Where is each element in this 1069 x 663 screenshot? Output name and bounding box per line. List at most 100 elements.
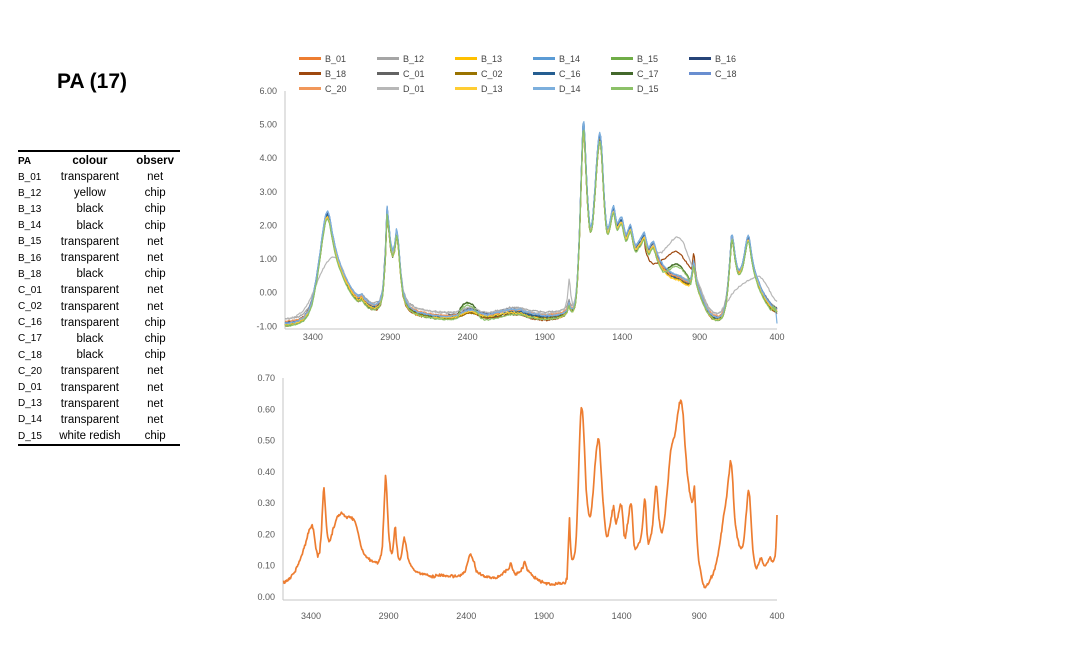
cell: black bbox=[76, 203, 104, 216]
legend-item: B_18 bbox=[299, 66, 377, 81]
legend-label: B_14 bbox=[559, 53, 581, 64]
cell: net bbox=[147, 365, 164, 378]
series-line-spectrum bbox=[282, 399, 778, 589]
cell: net bbox=[147, 235, 164, 248]
legend-item: C_16 bbox=[533, 66, 611, 81]
cell: transparent bbox=[60, 171, 119, 184]
row-label: C_02 bbox=[18, 301, 42, 313]
legend-swatch bbox=[533, 57, 555, 60]
legend-swatch bbox=[455, 72, 477, 75]
y-tick-label: 0.40 bbox=[257, 467, 275, 477]
legend-swatch bbox=[299, 72, 321, 75]
series-line-B_14 bbox=[284, 123, 778, 325]
table-row: C_17 black chip bbox=[18, 331, 180, 347]
row-label: C_18 bbox=[18, 349, 42, 361]
cell: chip bbox=[144, 332, 166, 345]
x-tick-label: 2400 bbox=[456, 611, 476, 621]
x-tick-label: 2400 bbox=[458, 332, 478, 342]
legend-swatch bbox=[689, 57, 711, 60]
legend-label: B_15 bbox=[637, 53, 659, 64]
legend-label: B_18 bbox=[325, 68, 347, 79]
table-row: C_02 transparent net bbox=[18, 299, 180, 315]
row-label: C_17 bbox=[18, 333, 42, 345]
cell: transparent bbox=[60, 252, 119, 265]
row-label: D_13 bbox=[18, 398, 42, 410]
cell: transparent bbox=[60, 316, 119, 329]
cell: chip bbox=[144, 268, 166, 281]
cell: chip bbox=[144, 349, 166, 362]
sample-table: PA colour observ B_01 transparent net B_12 yel… bbox=[18, 150, 180, 446]
column-header: PA bbox=[18, 155, 32, 167]
legend-label: C_01 bbox=[403, 68, 425, 79]
column-header: colour bbox=[72, 155, 108, 167]
row-label: B_18 bbox=[18, 268, 42, 280]
row-label: D_14 bbox=[18, 414, 42, 426]
table-row: B_12 yellow chip bbox=[18, 185, 180, 201]
cell: black bbox=[76, 268, 104, 281]
legend-item: B_15 bbox=[611, 51, 689, 66]
legend-label: B_12 bbox=[403, 53, 425, 64]
cell: transparent bbox=[60, 235, 119, 248]
y-tick-label: 0.60 bbox=[257, 404, 275, 414]
legend-swatch bbox=[611, 57, 633, 60]
table-row: B_16 transparent net bbox=[18, 250, 180, 266]
sample-table-body: B_01 transparent net B_12 yellow chip B_13 blac… bbox=[18, 169, 180, 446]
cell: chip bbox=[144, 316, 166, 329]
y-tick-label: 3.00 bbox=[259, 187, 277, 197]
legend-swatch bbox=[377, 72, 399, 75]
row-label: C_16 bbox=[18, 317, 42, 329]
row-label: D_01 bbox=[18, 382, 42, 394]
legend-swatch bbox=[611, 87, 633, 90]
legend-item: D_01 bbox=[377, 81, 455, 96]
cell: net bbox=[147, 284, 164, 297]
series-line-C_16 bbox=[284, 124, 778, 324]
cell: net bbox=[147, 300, 164, 313]
legend-swatch bbox=[299, 87, 321, 90]
legend-swatch bbox=[377, 57, 399, 60]
table-row: C_20 transparent net bbox=[18, 363, 180, 379]
row-label: B_15 bbox=[18, 236, 42, 248]
legend-label: C_18 bbox=[715, 68, 737, 79]
series-line-D_14 bbox=[284, 120, 778, 325]
y-tick-label: 0.00 bbox=[257, 592, 275, 602]
cell: net bbox=[147, 381, 164, 394]
table-row: B_15 transparent net bbox=[18, 234, 180, 250]
legend-item: B_01 bbox=[299, 51, 377, 66]
y-tick-label: 6.00 bbox=[259, 86, 277, 96]
cell: net bbox=[147, 413, 164, 426]
legend-item: B_14 bbox=[533, 51, 611, 66]
legend-item: D_15 bbox=[611, 81, 689, 96]
y-tick-label: 2.00 bbox=[259, 220, 277, 230]
cell: chip bbox=[144, 219, 166, 232]
legend-item: C_18 bbox=[689, 66, 767, 81]
cell: transparent bbox=[60, 413, 119, 426]
legend-label: C_16 bbox=[559, 68, 581, 79]
chart-legend: B_01 B_12 B_13 B_14 B_15 B_16 B_18 C_01 C_02 C_16… bbox=[299, 51, 779, 96]
legend-item: B_12 bbox=[377, 51, 455, 66]
legend-item: C_02 bbox=[455, 66, 533, 81]
y-tick-label: 0.70 bbox=[257, 373, 275, 383]
x-tick-label: 1900 bbox=[535, 332, 555, 342]
legend-swatch bbox=[689, 72, 711, 75]
row-label: D_15 bbox=[18, 430, 42, 442]
legend-item: B_13 bbox=[455, 51, 533, 66]
x-tick-label: 900 bbox=[692, 332, 707, 342]
y-tick-label: -1.00 bbox=[256, 321, 277, 331]
legend-label: B_01 bbox=[325, 53, 347, 64]
page-title: PA (17) bbox=[57, 70, 128, 93]
legend-label: C_20 bbox=[325, 83, 347, 94]
series-line-C_20 bbox=[284, 131, 778, 323]
row-label: B_12 bbox=[18, 187, 42, 199]
y-tick-label: 1.00 bbox=[259, 254, 277, 264]
cell: transparent bbox=[60, 284, 119, 297]
row-label: B_13 bbox=[18, 203, 42, 215]
cell: chip bbox=[144, 430, 166, 443]
y-tick-label: 4.00 bbox=[259, 153, 277, 163]
x-tick-label: 3400 bbox=[303, 332, 323, 342]
legend-item: D_14 bbox=[533, 81, 611, 96]
legend-swatch bbox=[377, 87, 399, 90]
legend-swatch bbox=[533, 87, 555, 90]
legend-swatch bbox=[533, 72, 555, 75]
legend-swatch bbox=[611, 72, 633, 75]
